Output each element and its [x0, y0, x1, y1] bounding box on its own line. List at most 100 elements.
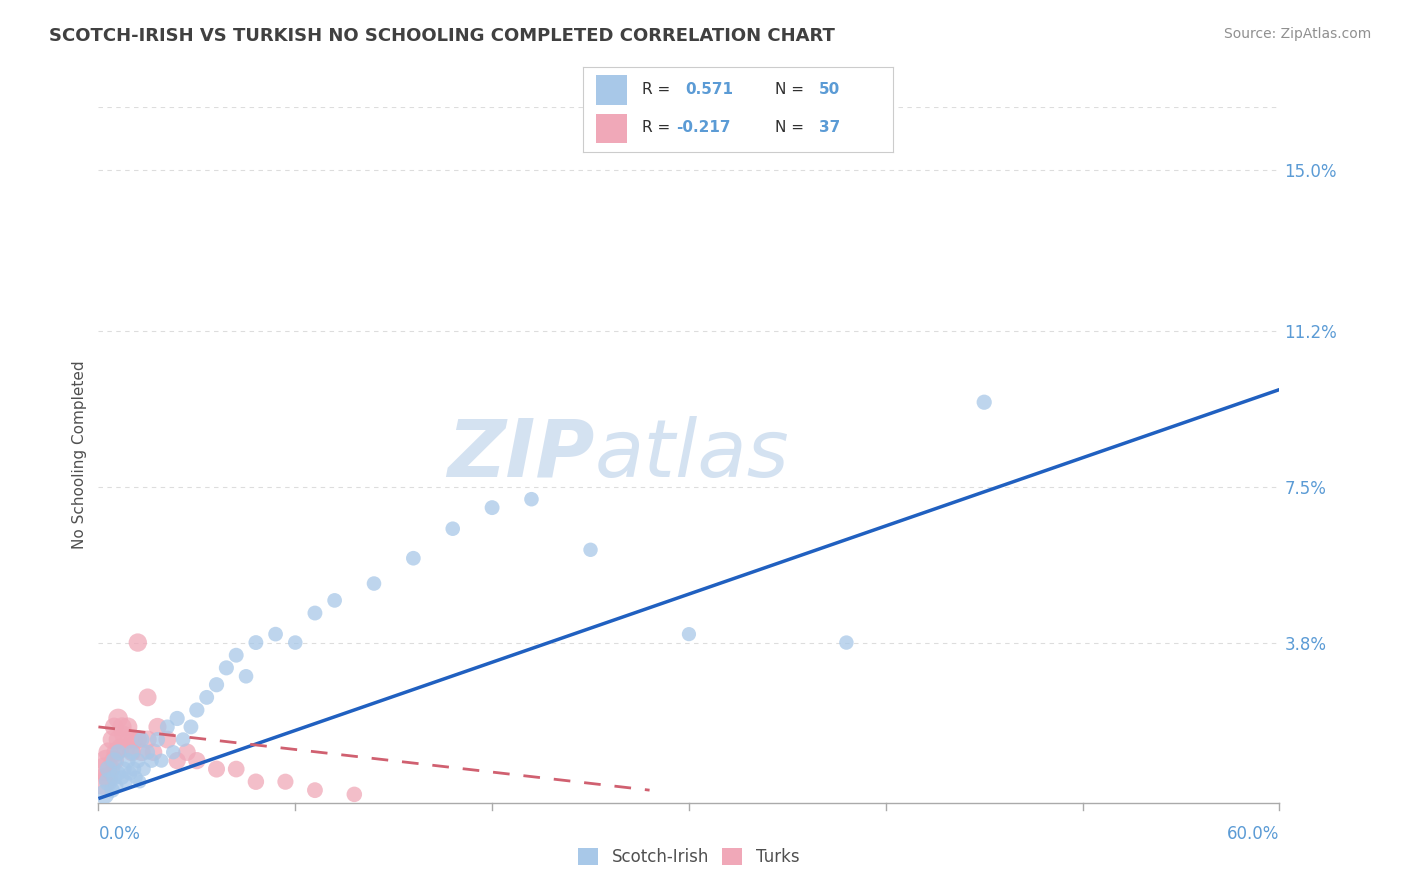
Text: N =: N =: [775, 82, 804, 97]
Point: [136, 690, 159, 705]
Point: [186, 703, 208, 717]
Point: [103, 771, 125, 785]
Point: [136, 745, 159, 759]
Point: [97, 762, 120, 776]
Point: [284, 635, 307, 649]
Point: [225, 648, 247, 663]
Point: [93, 762, 115, 776]
Point: [245, 774, 267, 789]
Point: [97, 771, 120, 785]
Point: [101, 732, 124, 747]
Point: [118, 766, 141, 780]
Point: [103, 720, 125, 734]
Point: [132, 762, 155, 776]
Point: [835, 635, 858, 649]
Point: [678, 627, 700, 641]
Point: [402, 551, 425, 566]
Point: [127, 635, 149, 649]
Point: [103, 754, 125, 768]
Text: R =: R =: [643, 120, 671, 136]
Point: [128, 774, 150, 789]
Point: [111, 771, 134, 785]
Point: [107, 745, 129, 759]
Point: [180, 720, 202, 734]
Text: ZIP: ZIP: [447, 416, 595, 494]
Point: [520, 492, 543, 507]
Point: [107, 732, 129, 747]
Point: [264, 627, 287, 641]
Point: [107, 711, 129, 725]
Point: [304, 606, 326, 620]
Point: [131, 732, 153, 747]
Point: [343, 788, 366, 802]
Point: [441, 522, 464, 536]
Text: 60.0%: 60.0%: [1227, 825, 1279, 843]
Point: [176, 745, 198, 759]
Point: [195, 690, 218, 705]
Point: [142, 745, 165, 759]
Bar: [596, 76, 627, 105]
Point: [111, 720, 134, 734]
Point: [481, 500, 503, 515]
Point: [146, 720, 169, 734]
Legend: Scotch-Irish, Turks: Scotch-Irish, Turks: [574, 843, 804, 871]
Point: [205, 678, 228, 692]
Point: [125, 771, 148, 785]
Point: [245, 635, 267, 649]
Point: [97, 745, 120, 759]
Point: [127, 754, 149, 768]
Point: [973, 395, 995, 409]
Point: [127, 732, 149, 747]
Point: [101, 783, 124, 797]
Text: R =: R =: [643, 82, 671, 97]
Point: [115, 774, 138, 789]
Point: [363, 576, 385, 591]
Point: [122, 762, 145, 776]
Point: [117, 754, 139, 768]
Point: [215, 661, 238, 675]
Point: [579, 542, 602, 557]
Point: [274, 774, 297, 789]
Point: [121, 745, 143, 759]
Y-axis label: No Schooling Completed: No Schooling Completed: [72, 360, 87, 549]
Point: [141, 754, 163, 768]
Text: 0.571: 0.571: [686, 82, 734, 97]
Point: [166, 711, 188, 725]
Point: [136, 732, 159, 747]
Point: [131, 745, 153, 759]
Point: [105, 745, 128, 759]
Point: [97, 774, 120, 789]
Point: [121, 745, 143, 759]
Point: [162, 745, 184, 759]
Point: [91, 774, 114, 789]
Text: 50: 50: [818, 82, 839, 97]
Point: [117, 720, 139, 734]
Point: [122, 732, 145, 747]
Point: [304, 783, 326, 797]
Point: [93, 788, 115, 802]
Bar: [596, 113, 627, 143]
Point: [98, 762, 121, 776]
Point: [235, 669, 257, 683]
Text: -0.217: -0.217: [676, 120, 731, 136]
Point: [108, 741, 131, 756]
Point: [166, 754, 188, 768]
Point: [156, 720, 179, 734]
Point: [156, 732, 179, 747]
Point: [107, 766, 129, 780]
Point: [205, 762, 228, 776]
Text: 0.0%: 0.0%: [98, 825, 141, 843]
Point: [112, 728, 135, 742]
Point: [105, 779, 128, 793]
Point: [186, 754, 208, 768]
Point: [172, 732, 194, 747]
Text: atlas: atlas: [595, 416, 789, 494]
Text: SCOTCH-IRISH VS TURKISH NO SCHOOLING COMPLETED CORRELATION CHART: SCOTCH-IRISH VS TURKISH NO SCHOOLING COM…: [49, 27, 835, 45]
Text: 37: 37: [818, 120, 839, 136]
Text: Source: ZipAtlas.com: Source: ZipAtlas.com: [1223, 27, 1371, 41]
Point: [150, 754, 173, 768]
Point: [112, 762, 135, 776]
Point: [225, 762, 247, 776]
Point: [323, 593, 346, 607]
Point: [115, 741, 138, 756]
